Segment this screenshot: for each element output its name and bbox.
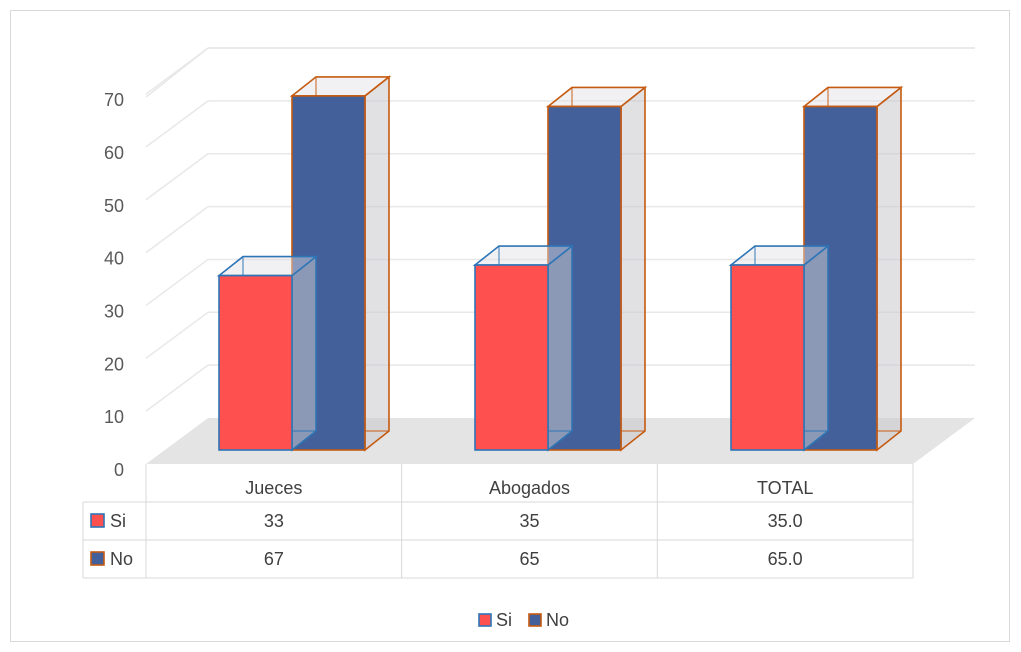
gridline-diagonal (145, 311, 209, 359)
y-tick-label: 50 (104, 196, 124, 216)
y-tick-label: 10 (104, 407, 124, 427)
bar-si-jueces (216, 254, 319, 452)
bar-si-abogados (472, 244, 575, 452)
category-label: Abogados (489, 478, 570, 498)
bar-si-total (728, 244, 831, 452)
category-label: TOTAL (757, 478, 813, 498)
bar-no-total (801, 85, 904, 452)
table-series-no: No (110, 549, 133, 569)
legend-swatch-si (478, 613, 492, 627)
legend-swatch-no (528, 613, 542, 627)
gridline-diagonal (145, 100, 209, 148)
table-swatch-si (90, 513, 105, 528)
data-label: 35 (519, 511, 539, 531)
category-label: Jueces (245, 478, 302, 498)
y-tick-label: 30 (104, 301, 124, 321)
legend: Si No (478, 610, 569, 630)
y-tick-label: 70 (104, 90, 124, 110)
y-tick-label: 0 (114, 460, 124, 480)
y-axis-ticks: 0 10 20 30 40 50 60 70 (104, 90, 124, 480)
y-tick-label: 20 (104, 354, 124, 374)
gridline-diagonal (145, 205, 209, 254)
bar-no-abogados-side (620, 85, 646, 452)
table-series-si: Si (110, 511, 126, 531)
table-swatch-no (90, 551, 105, 566)
legend-label-no: No (546, 610, 569, 630)
data-label: 33 (264, 511, 284, 531)
bar-si-abogados-front (474, 264, 549, 451)
y-tick-label: 40 (104, 249, 124, 269)
bar-si-jueces-front (218, 274, 293, 451)
bar-si-total-front (730, 264, 805, 451)
data-label: 67 (264, 549, 284, 569)
data-label: 35.0 (768, 511, 803, 531)
data-label: 65 (519, 549, 539, 569)
gridline-diagonal (145, 364, 209, 412)
bar-no-jueces-side (364, 75, 390, 452)
gridline-diagonal (145, 153, 209, 201)
data-table: Jueces Abogados TOTAL Si 33 35 35.0 No 67 65 65.0 (82, 464, 914, 579)
gridline-diagonal (145, 47, 209, 98)
bar-si-total-side (803, 244, 829, 452)
bar-no-total-side (876, 85, 902, 452)
bar-si-abogados-side (547, 244, 573, 452)
bars (216, 75, 904, 452)
legend-label-si: Si (496, 610, 512, 630)
data-label: 65.0 (768, 549, 803, 569)
gridline-diagonal (145, 258, 209, 307)
bar-si-jueces-side (291, 254, 317, 452)
y-tick-label: 60 (104, 143, 124, 163)
